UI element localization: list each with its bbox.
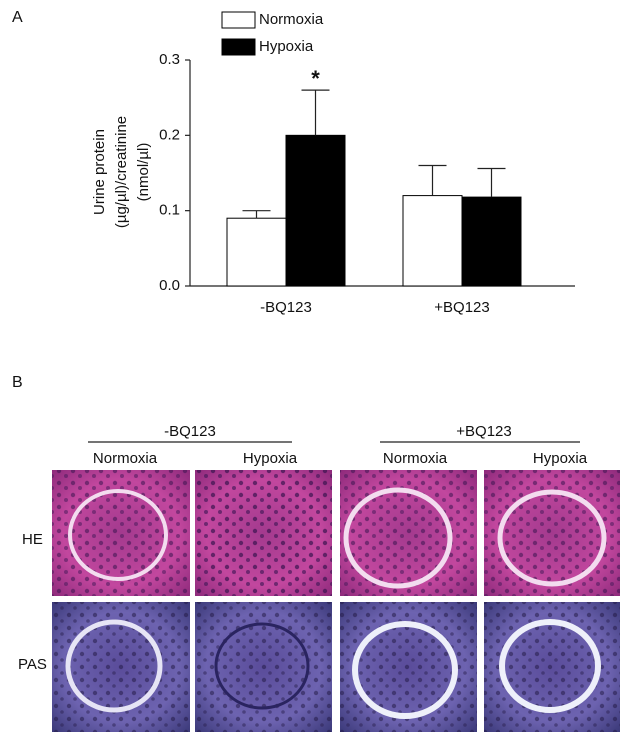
column-label: Normoxia	[93, 450, 158, 467]
y-axis-label: (nmol/µl)	[135, 143, 152, 202]
glomerulus	[68, 489, 168, 581]
glomerulus	[497, 489, 607, 587]
glomerulus	[343, 487, 453, 589]
panel-label: B	[12, 374, 23, 391]
y-tick-label: 0.3	[159, 51, 180, 68]
bar	[402, 195, 463, 287]
legend-label: Hypoxia	[259, 38, 314, 55]
glomerulus	[214, 622, 310, 710]
y-tick-label: 0.1	[159, 202, 180, 219]
y-tick-label: 0.0	[159, 277, 180, 294]
he-images	[52, 470, 620, 596]
legend-swatch	[221, 38, 256, 56]
micrograph-texture	[195, 470, 332, 596]
micrograph-texture	[484, 470, 620, 596]
bar	[461, 196, 522, 287]
x-tick-label: -BQ123	[260, 299, 312, 316]
legend-swatch	[221, 11, 256, 29]
group-label: +BQ123	[456, 423, 511, 440]
column-label: Hypoxia	[243, 450, 298, 467]
histology-panel: -BQ123 +BQ123 Normoxia Hypoxia Normoxia …	[18, 423, 620, 732]
row-label: HE	[22, 531, 43, 548]
panel-label: A	[12, 9, 23, 26]
column-label: Hypoxia	[533, 450, 588, 467]
y-axis-label: Urine protein	[91, 129, 108, 215]
column-label: Normoxia	[383, 450, 448, 467]
glomerulus	[65, 619, 163, 713]
bar-chart: 0.0 0.1 0.2 0.3 Urine protein (µg/µl)/creatin…	[91, 11, 575, 316]
group-label: -BQ123	[164, 423, 216, 440]
row-label: PAS	[18, 656, 47, 673]
y-tick-label: 0.2	[159, 126, 180, 143]
y-axis-label: (µg/µl)/creatinine	[113, 116, 130, 228]
pas-images	[52, 602, 620, 732]
bar	[285, 134, 346, 287]
bar	[226, 217, 287, 287]
glomerulus	[499, 619, 601, 713]
legend-label: Normoxia	[259, 11, 324, 28]
x-tick-label: +BQ123	[434, 299, 489, 316]
glomerulus	[352, 621, 458, 719]
significance-marker: *	[311, 66, 320, 91]
